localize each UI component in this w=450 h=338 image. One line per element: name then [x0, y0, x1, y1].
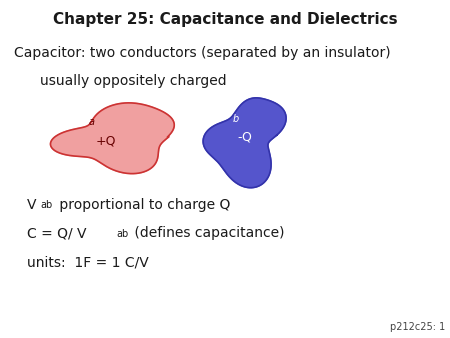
- Text: +Q: +Q: [95, 135, 116, 147]
- Text: b: b: [233, 114, 239, 124]
- Text: Capacitor: two conductors (separated by an insulator): Capacitor: two conductors (separated by …: [14, 46, 390, 59]
- Text: Chapter 25: Capacitance and Dielectrics: Chapter 25: Capacitance and Dielectrics: [53, 12, 397, 27]
- Text: p212c25: 1: p212c25: 1: [390, 322, 446, 332]
- Text: a: a: [88, 117, 94, 127]
- Text: ab: ab: [116, 229, 128, 239]
- Text: (defines capacitance): (defines capacitance): [130, 226, 285, 240]
- Text: -Q: -Q: [238, 130, 253, 143]
- Text: usually oppositely charged: usually oppositely charged: [40, 74, 227, 88]
- Text: units:  1F = 1 C/V: units: 1F = 1 C/V: [27, 255, 149, 269]
- Text: proportional to charge Q: proportional to charge Q: [55, 198, 230, 212]
- Text: V: V: [27, 198, 36, 212]
- Text: C = Q/ V: C = Q/ V: [27, 226, 86, 240]
- Text: ab: ab: [40, 200, 53, 211]
- Polygon shape: [203, 98, 286, 188]
- Polygon shape: [50, 103, 174, 174]
